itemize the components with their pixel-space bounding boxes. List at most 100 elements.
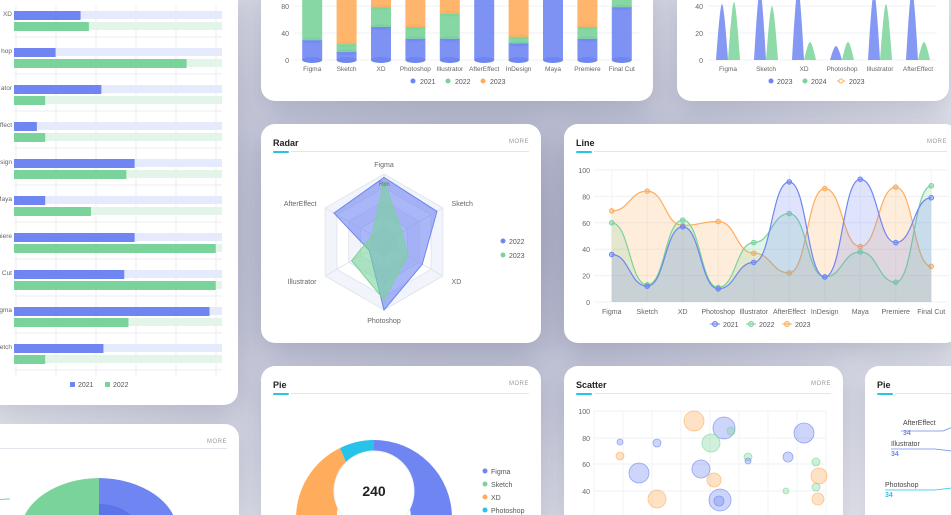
legend-swatch-2022 <box>105 382 110 387</box>
line-point-2023-6 <box>821 185 828 192</box>
bar-seg-illustrator-2023 <box>439 0 460 14</box>
scatter-bubble <box>691 459 711 479</box>
bar-2022-finalcut <box>14 281 216 290</box>
more-link[interactable]: MORE <box>509 139 529 145</box>
y-tick: 80 <box>582 436 590 443</box>
more-link[interactable]: MORE <box>509 381 529 387</box>
bar-seg-sketch-2022 <box>336 44 357 53</box>
x-tick-sketch: Sketch <box>637 309 659 316</box>
legend-swatch-2022-dot <box>748 321 754 327</box>
bar-base-indesign <box>508 57 529 63</box>
x-tick-maya: Maya <box>545 66 561 73</box>
bar-seg-indesign-2023 <box>508 0 529 37</box>
line-point-2021-0 <box>608 251 615 258</box>
more-link[interactable]: MORE <box>207 439 227 445</box>
legend-label-2022: 2022 <box>509 239 525 246</box>
tick-label-maya: Maya <box>0 196 12 203</box>
bar-base-aftereffect <box>474 57 495 63</box>
donut-hole <box>334 451 414 515</box>
radar-axis-label-illustrator: Illustrator <box>288 279 317 286</box>
title-divider <box>0 448 227 449</box>
bar-2021-indesign <box>14 159 135 168</box>
legend-swatch-xd <box>482 494 488 500</box>
line-point-2021-8 <box>892 239 899 246</box>
bar-base-illustrator <box>439 57 460 63</box>
y-tick: 0 <box>285 58 289 65</box>
radar-series-2023 <box>350 178 409 301</box>
scatter-bubble <box>628 462 650 484</box>
scatter-card: Scatter MORE 100 80 60 40 <box>564 366 843 515</box>
bar-2021-figma <box>14 307 210 316</box>
y-tick: 80 <box>582 194 590 201</box>
scatter-bubble <box>811 492 825 506</box>
scatter-title: Scatter <box>576 380 607 390</box>
radar-card: Radar MORE Figma Sketch XD Photoshop Illustr… <box>261 124 541 343</box>
radar-axis-label-photoshop: Photoshop <box>367 318 401 325</box>
bar-seg-aftereffect-2021 <box>474 0 495 60</box>
bar-seg-maya-2021 <box>543 0 563 60</box>
radar-axis-label-aftereffect: AfterEffect <box>284 201 317 208</box>
x-tick-figma: Figma <box>602 309 622 316</box>
bar-2022-aftereffect <box>14 133 46 142</box>
title-divider <box>291 151 529 152</box>
line-point-2021-5 <box>786 179 793 185</box>
spike-2023-figma <box>716 4 728 60</box>
hbar-chart: XD hop ator ffect esign Maya niere l Cut gma etch… <box>0 6 222 389</box>
x-tick-indesign: InDesign <box>506 66 532 73</box>
x-tick-premiere: Premiere <box>882 309 911 316</box>
partial-pie-chart <box>0 478 174 515</box>
bar-track <box>14 122 222 130</box>
legend-swatch-2023a <box>768 78 774 84</box>
bar-2021-aftereffect <box>14 122 37 131</box>
pie2-label-photoshop: Photoshop <box>885 482 919 489</box>
legend-label-2023: 2023 <box>490 79 506 86</box>
scatter-bubble <box>615 451 625 461</box>
pie-slice-blue <box>99 478 174 515</box>
legend-swatch-2022 <box>445 78 451 84</box>
radar-legend: 2022 2023 <box>500 238 525 260</box>
bar-base-figma <box>302 57 323 63</box>
radar-axis-label-sketch: Sketch <box>452 201 474 208</box>
legend-swatch-2023 <box>480 78 486 84</box>
line-point-2022-5 <box>786 210 793 217</box>
bar-2021-sketch <box>14 344 104 353</box>
x-tick-finalcut: Final Cut <box>609 66 635 73</box>
spike-2024-aftereffect <box>918 42 930 60</box>
title-accent <box>877 393 893 395</box>
y-tick: 40 <box>582 247 590 254</box>
x-tick-photoshop: Photoshop <box>826 66 857 73</box>
stacked-legend: 2021 2022 2023 <box>410 78 506 86</box>
y-tick: 40 <box>695 4 703 11</box>
legend-label-2022: 2022 <box>113 382 129 389</box>
bar-seg-finalcut-2021 <box>611 7 632 60</box>
bar-track <box>14 207 222 215</box>
legend-swatch-photoshop <box>482 507 488 513</box>
y-tick: 40 <box>582 489 590 496</box>
bar-seg-xd-2023 <box>371 0 391 8</box>
more-link[interactable]: MORE <box>811 381 831 387</box>
tick-label-aftereffect: ffect <box>0 122 12 129</box>
y-tick: 20 <box>582 274 590 281</box>
line-point-2021-7 <box>857 176 864 183</box>
radar-axis-label-figma: Figma <box>374 162 394 169</box>
legend-label-2021: 2021 <box>78 382 94 389</box>
title-divider <box>594 151 947 152</box>
x-tick-finalcut: Final Cut <box>917 309 945 316</box>
pie2-value-photoshop: 34 <box>885 492 893 499</box>
line-point-2023-9 <box>928 263 935 270</box>
more-link[interactable]: MORE <box>927 139 947 145</box>
x-tick-illustrator: Illustrator <box>436 66 464 73</box>
line-point-2023-8 <box>892 184 899 190</box>
pie2-value-illustrator: 34 <box>891 451 899 458</box>
pie-slice-inner <box>99 504 131 515</box>
pie-title: Pie <box>273 380 287 390</box>
legend-label-xd: XD <box>491 495 501 502</box>
bar-seg-sketch-2023 <box>336 0 357 45</box>
scatter-chart: 100 80 60 40 <box>578 409 828 515</box>
label-leader-line <box>0 498 11 501</box>
line-point-2021-1 <box>644 283 651 289</box>
title-accent <box>273 151 289 153</box>
radar-title: Radar <box>273 138 299 148</box>
scatter-bubble <box>726 426 736 436</box>
legend-label-2023: 2023 <box>509 253 525 260</box>
